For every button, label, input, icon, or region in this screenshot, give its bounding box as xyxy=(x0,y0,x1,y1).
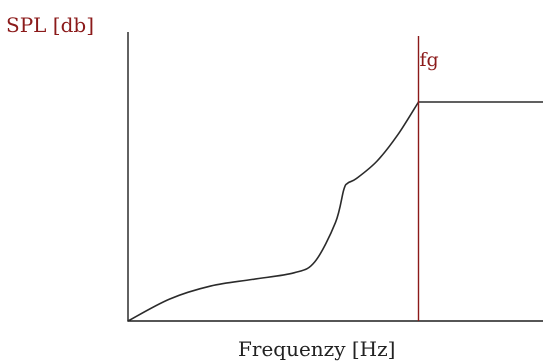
cutoff-frequency-label: fg xyxy=(420,49,439,71)
x-axis-label: Frequenzy [Hz] xyxy=(238,337,395,361)
y-axis-label: SPL [db] xyxy=(6,13,94,37)
frequency-response-curve xyxy=(127,101,420,322)
